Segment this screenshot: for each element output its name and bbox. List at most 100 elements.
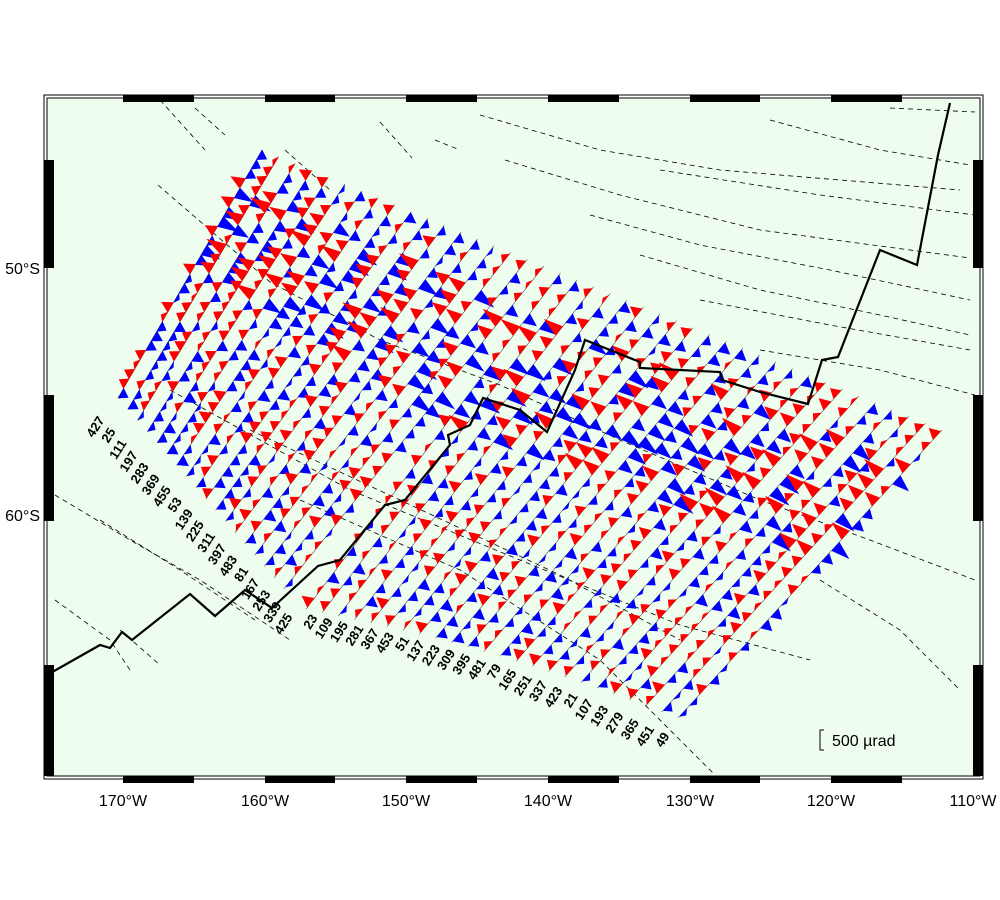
- negative-anomaly: [571, 489, 580, 499]
- negative-anomaly: [304, 265, 318, 277]
- negative-anomaly: [340, 212, 348, 223]
- positive-anomaly: [660, 351, 673, 363]
- negative-anomaly: [648, 346, 656, 356]
- negative-anomaly: [473, 458, 482, 468]
- positive-anomaly: [617, 535, 626, 545]
- positive-anomaly: [438, 414, 452, 427]
- negative-anomaly: [232, 224, 249, 238]
- negative-anomaly: [588, 495, 598, 505]
- positive-anomaly: [792, 403, 805, 415]
- negative-anomaly: [276, 307, 291, 320]
- positive-anomaly: [267, 246, 283, 259]
- negative-anomaly: [133, 389, 142, 400]
- negative-anomaly: [201, 444, 209, 455]
- negative-anomaly: [428, 490, 440, 502]
- positive-anomaly: [323, 292, 334, 303]
- negative-anomaly: [519, 503, 529, 513]
- negative-anomaly: [246, 232, 260, 244]
- frame-bar: [831, 95, 902, 102]
- positive-anomaly: [534, 411, 554, 429]
- positive-anomaly: [613, 412, 623, 422]
- positive-anomaly: [441, 341, 458, 356]
- positive-anomaly: [167, 381, 179, 392]
- positive-anomaly: [704, 487, 725, 506]
- positive-anomaly: [228, 497, 242, 510]
- negative-anomaly: [742, 491, 755, 503]
- positive-anomaly: [380, 306, 400, 324]
- negative-anomaly: [273, 220, 288, 233]
- negative-anomaly: [285, 578, 293, 588]
- negative-anomaly: [184, 273, 192, 284]
- negative-anomaly: [174, 321, 186, 332]
- track-line: [483, 347, 744, 652]
- negative-anomaly: [521, 622, 534, 635]
- negative-anomaly: [305, 376, 316, 386]
- negative-anomaly: [216, 499, 227, 510]
- positive-anomaly: [695, 519, 705, 529]
- negative-anomaly: [740, 367, 752, 379]
- positive-anomaly: [423, 565, 435, 576]
- positive-anomaly: [498, 601, 507, 611]
- lon-tick-160w: 160°W: [241, 793, 290, 810]
- negative-anomaly: [465, 354, 485, 372]
- negative-anomaly: [670, 448, 683, 460]
- track-label: 25: [98, 425, 118, 445]
- positive-anomaly: [880, 486, 891, 496]
- positive-anomaly: [256, 443, 264, 454]
- positive-anomaly: [239, 431, 253, 444]
- positive-anomaly: [430, 370, 439, 381]
- negative-anomaly: [552, 357, 573, 376]
- positive-anomaly: [191, 292, 198, 303]
- positive-anomaly: [372, 465, 383, 476]
- positive-anomaly: [539, 599, 549, 609]
- positive-anomaly: [355, 608, 364, 618]
- negative-anomaly: [766, 440, 782, 455]
- negative-anomaly: [476, 258, 487, 269]
- negative-anomaly: [505, 544, 518, 556]
- negative-anomaly: [331, 194, 340, 205]
- positive-anomaly: [517, 345, 527, 355]
- positive-anomaly: [563, 621, 572, 631]
- anomaly-tracks: [117, 149, 943, 719]
- positive-anomaly: [614, 489, 623, 499]
- positive-anomaly: [721, 417, 742, 436]
- negative-anomaly: [420, 219, 430, 229]
- positive-anomaly: [350, 447, 359, 457]
- positive-anomaly: [556, 376, 567, 386]
- negative-anomaly: [783, 369, 793, 379]
- positive-anomaly: [439, 289, 457, 304]
- negative-anomaly: [631, 418, 646, 432]
- frame-bar: [548, 776, 619, 783]
- negative-anomaly: [819, 430, 832, 442]
- negative-anomaly: [180, 423, 189, 434]
- positive-anomaly: [616, 610, 624, 620]
- scale-bar-label: 500 µrad: [832, 733, 895, 750]
- positive-anomaly: [296, 207, 309, 219]
- positive-anomaly: [432, 302, 448, 316]
- negative-anomaly: [319, 273, 338, 289]
- positive-anomaly: [251, 185, 262, 196]
- positive-anomaly: [380, 569, 393, 581]
- frame-bar: [265, 776, 335, 783]
- positive-anomaly: [499, 527, 508, 537]
- positive-anomaly: [742, 471, 761, 490]
- positive-anomaly: [269, 475, 278, 486]
- positive-anomaly: [301, 507, 311, 517]
- positive-anomaly: [351, 277, 364, 289]
- positive-anomaly: [750, 630, 759, 640]
- negative-anomaly: [269, 317, 283, 330]
- positive-anomaly: [592, 357, 603, 368]
- positive-anomaly: [792, 523, 807, 538]
- positive-anomaly: [688, 424, 699, 435]
- lat-tick-60s: 60°S: [5, 508, 40, 525]
- negative-anomaly: [230, 402, 242, 413]
- negative-anomaly: [261, 487, 274, 499]
- positive-anomaly: [641, 465, 659, 482]
- positive-anomaly: [347, 320, 368, 339]
- positive-anomaly: [384, 344, 397, 356]
- positive-anomaly: [685, 605, 693, 615]
- negative-anomaly: [593, 587, 602, 597]
- negative-anomaly: [676, 542, 685, 552]
- positive-anomaly: [591, 446, 610, 464]
- positive-anomaly: [802, 424, 812, 433]
